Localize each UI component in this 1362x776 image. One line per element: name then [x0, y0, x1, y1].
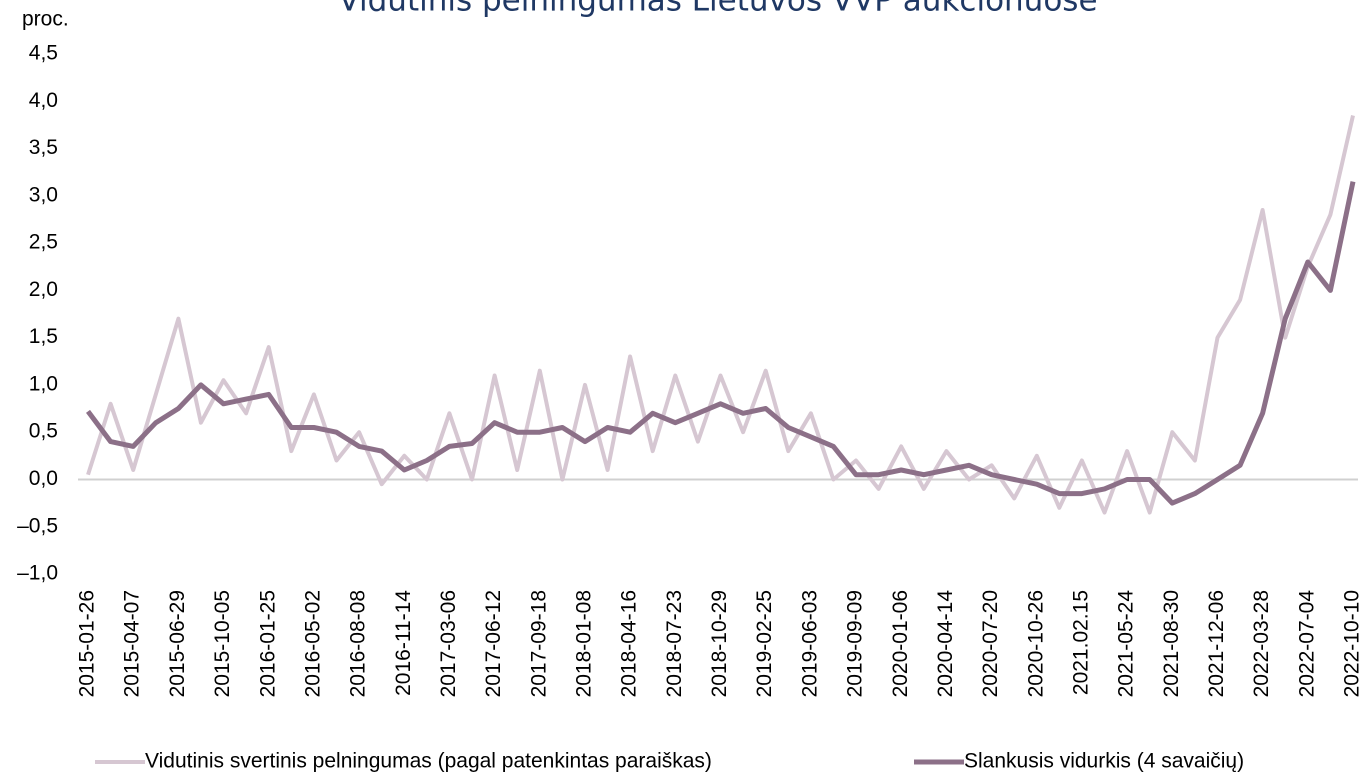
series-line — [85, 181, 1356, 506]
x-tick-label: 2017-09-18 — [527, 590, 550, 697]
y-tick-label: –0,5 — [17, 514, 58, 537]
series-line — [86, 115, 1355, 515]
x-tick-label: 2020-01-06 — [889, 590, 912, 697]
x-tick-label: 2022-03-28 — [1250, 590, 1273, 697]
x-tick-label: 2022-10-10 — [1341, 590, 1362, 697]
x-tick-label: 2017-06-12 — [482, 590, 505, 697]
x-tick-label: 2017-03-06 — [437, 590, 460, 697]
y-tick-label: 2,0 — [29, 278, 58, 301]
x-tick-label: 2019-06-03 — [798, 590, 821, 697]
legend-label: Vidutinis svertinis pelningumas (pagal p… — [145, 750, 712, 773]
y-axis-label: proc. — [22, 8, 69, 31]
y-tick-label: 0,0 — [29, 467, 58, 490]
x-tick-label: 2022-07-04 — [1295, 590, 1318, 698]
x-tick-label: 2018-04-16 — [618, 590, 641, 697]
x-tick-label: 2015-01-26 — [76, 590, 99, 697]
y-tick-label: 2,5 — [29, 231, 58, 254]
x-tick-label: 2019-09-09 — [844, 590, 867, 697]
x-tick-label: 2020-04-14 — [934, 590, 957, 698]
x-tick-label: 2016-01-25 — [256, 590, 279, 697]
y-tick-label: 0,5 — [29, 420, 58, 443]
x-tick-label: 2016-11-14 — [392, 590, 415, 696]
x-tick-label: 2020-10-26 — [1024, 590, 1047, 697]
x-tick-label: 2021-05-24 — [1115, 590, 1138, 698]
x-tick-label: 2016-08-08 — [347, 590, 370, 697]
y-tick-label: 3,0 — [29, 183, 58, 206]
chart-title: Vidutinis pelningumas Lietuvos VVP aukci… — [338, 0, 1097, 19]
x-tick-label: 2016-05-02 — [301, 590, 324, 697]
x-tick-label: 2015-06-29 — [166, 590, 189, 697]
y-tick-label: 1,5 — [29, 325, 58, 348]
x-tick-label: 2015-04-07 — [121, 590, 144, 697]
x-tick-label: 2021-08-30 — [1160, 590, 1183, 697]
x-tick-label: 2018-01-08 — [573, 590, 596, 697]
y-tick-label: 1,0 — [29, 372, 58, 395]
y-tick-label: 3,5 — [29, 136, 58, 159]
x-tick-label: 2018-10-29 — [708, 590, 731, 697]
y-tick-label: –1,0 — [17, 562, 58, 585]
x-tick-label: 2019-02-25 — [753, 590, 776, 697]
x-tick-label: 2015-10-05 — [211, 590, 234, 697]
x-tick-label: 2018-07-23 — [663, 590, 686, 697]
y-tick-label: 4,0 — [29, 89, 58, 112]
x-tick-label: 2021.02.15 — [1069, 590, 1092, 695]
legend-label: Slankusis vidurkis (4 savaičių) — [964, 750, 1244, 773]
x-tick-label: 2021-12-06 — [1205, 590, 1228, 697]
x-tick-label: 2020-07-20 — [979, 590, 1002, 697]
y-tick-label: 4,5 — [29, 42, 58, 65]
